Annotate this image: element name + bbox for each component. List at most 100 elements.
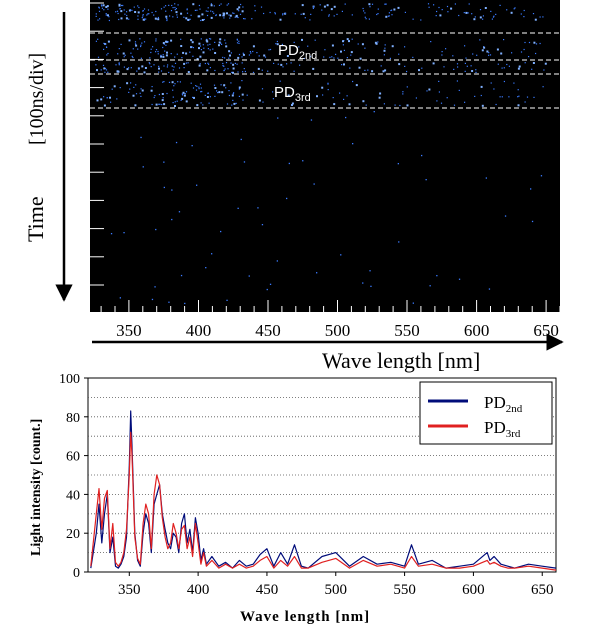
streak-dot [328, 15, 330, 17]
streak-dot [149, 63, 151, 65]
streak-dot [121, 4, 123, 7]
streak-dot [227, 3, 230, 5]
streak-dot [172, 96, 174, 98]
streak-dot [140, 44, 142, 46]
y-tick-label: 60 [66, 450, 80, 465]
streak-dot [237, 207, 239, 209]
streak-x-tick-label: 500 [325, 321, 351, 340]
streak-dot [229, 14, 232, 17]
streak-dot [266, 288, 268, 291]
streak-dot [272, 98, 274, 100]
streak-dot [159, 103, 161, 105]
streak-dot [154, 17, 157, 20]
streak-dot [107, 40, 110, 43]
streak-dot [506, 63, 508, 66]
streak-dot [232, 71, 234, 74]
streak-dot [194, 9, 196, 11]
streak-dot [193, 96, 195, 99]
streak-dot [155, 38, 157, 40]
streak-dot [225, 45, 228, 48]
streak-dot [312, 7, 314, 9]
streak-dot [228, 57, 230, 59]
streak-dot [352, 143, 354, 145]
streak-dot [205, 39, 208, 42]
streak-dot [518, 65, 521, 68]
streak-dot [198, 4, 200, 7]
streak-dot [220, 42, 222, 44]
streak-dot [464, 45, 466, 47]
streak-dot [379, 92, 382, 95]
streak-dot [464, 70, 466, 72]
streak-dot [355, 84, 358, 87]
streak-dot [391, 45, 394, 48]
streak-dot [168, 301, 170, 303]
streak-dot [241, 10, 244, 13]
streak-dot [116, 98, 118, 100]
streak-dot [511, 52, 513, 54]
streak-dot [365, 104, 367, 106]
streak-dot [368, 18, 370, 20]
streak-dot [171, 65, 174, 67]
streak-dot [126, 14, 128, 17]
streak-dot [351, 38, 353, 40]
streak-dot [149, 57, 151, 59]
streak-dot [345, 116, 347, 119]
streak-dot [105, 69, 108, 71]
streak-dot [481, 104, 484, 107]
streak-dot [399, 104, 401, 107]
streak-dot [106, 97, 108, 99]
streak-dot [189, 51, 191, 53]
streak-dot [420, 19, 422, 21]
streak-dot [162, 55, 165, 58]
streak-dot [174, 56, 176, 58]
streak-dot [210, 16, 213, 19]
streak-dot [481, 49, 484, 52]
streak-dot [223, 69, 225, 71]
streak-dot [161, 93, 164, 95]
streak-dot [165, 44, 167, 46]
streak-dot [344, 3, 346, 5]
streak-dot [233, 92, 235, 94]
streak-dot [389, 57, 391, 59]
streak-dot [160, 54, 162, 56]
streak-dot [452, 55, 454, 57]
streak-dot [375, 42, 378, 45]
streak-dot [238, 95, 240, 97]
streak-dot [140, 57, 142, 59]
streak-dot [358, 66, 361, 69]
streak-dot [220, 3, 222, 5]
streak-dot [238, 86, 241, 89]
streak-dot [352, 80, 354, 83]
streak-dot [243, 18, 245, 20]
streak-dot [350, 54, 352, 56]
streak-dot [174, 9, 176, 11]
streak-dot [198, 86, 200, 88]
streak-dot [158, 65, 160, 67]
streak-dot [293, 70, 295, 72]
grid-lines [88, 396, 556, 553]
annotation-pd-3rd: PD3rd [274, 84, 311, 104]
streak-dot [209, 96, 211, 98]
streak-dot [207, 10, 209, 12]
streak-dot [185, 17, 188, 20]
streak-dot [176, 53, 178, 55]
streak-dot [135, 44, 138, 47]
streak-dot [237, 16, 239, 19]
streak-dot [116, 70, 119, 73]
streak-dot [202, 44, 204, 46]
streak-dot [151, 298, 154, 301]
streak-dot [228, 94, 230, 97]
streak-dot [482, 18, 484, 20]
streak-dot [316, 272, 318, 274]
streak-dot [260, 6, 263, 8]
streak-dot [208, 63, 210, 65]
streak-dot [406, 70, 408, 73]
streak-dot [310, 119, 313, 121]
streak-dot [118, 48, 120, 50]
streak-dot [363, 10, 365, 12]
streak-dot [499, 96, 501, 98]
streak-dot [377, 8, 379, 10]
streak-dot [482, 15, 484, 17]
streak-dot [207, 92, 209, 94]
streak-dot [140, 95, 142, 97]
